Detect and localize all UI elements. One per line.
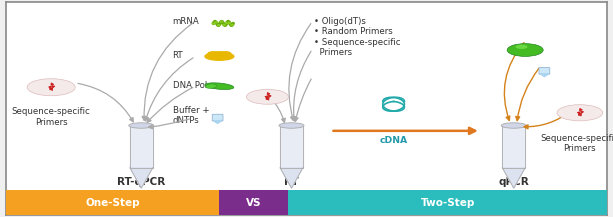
Polygon shape	[130, 168, 153, 188]
Text: RT-qPCR: RT-qPCR	[117, 177, 166, 187]
Circle shape	[223, 24, 226, 25]
Polygon shape	[130, 125, 153, 168]
Text: • Oligo(dT)s
• Random Primers
• Sequence-specific
  Primers: • Oligo(dT)s • Random Primers • Sequence…	[314, 17, 401, 57]
Text: DNA Pol: DNA Pol	[172, 81, 207, 90]
Ellipse shape	[205, 53, 234, 60]
Ellipse shape	[205, 83, 234, 89]
Text: RT: RT	[284, 177, 299, 187]
Circle shape	[246, 89, 289, 104]
Circle shape	[516, 45, 528, 49]
Circle shape	[218, 25, 220, 26]
Circle shape	[215, 22, 217, 23]
Circle shape	[212, 23, 215, 24]
Polygon shape	[280, 125, 303, 168]
Text: Sequence-specific
Primers: Sequence-specific Primers	[12, 107, 91, 127]
Ellipse shape	[129, 123, 154, 128]
Polygon shape	[213, 121, 222, 123]
Text: One-Step: One-Step	[85, 198, 140, 208]
Polygon shape	[502, 168, 525, 188]
Circle shape	[208, 52, 219, 56]
Text: Sequence-specific
Primers: Sequence-specific Primers	[541, 134, 613, 153]
Ellipse shape	[205, 84, 216, 89]
Circle shape	[220, 52, 231, 56]
Circle shape	[220, 21, 223, 22]
Polygon shape	[540, 74, 549, 77]
Text: RT: RT	[172, 51, 183, 60]
FancyBboxPatch shape	[212, 114, 223, 121]
Ellipse shape	[501, 123, 527, 128]
Polygon shape	[502, 125, 525, 168]
Bar	[6, 190, 219, 215]
Circle shape	[228, 22, 230, 23]
Circle shape	[27, 79, 75, 96]
Ellipse shape	[279, 123, 304, 128]
Text: cDNA: cDNA	[379, 136, 408, 145]
Text: qPCR: qPCR	[498, 177, 529, 187]
Text: mRNA: mRNA	[172, 17, 199, 26]
Bar	[289, 190, 607, 215]
Text: Buffer +
dNTPs: Buffer + dNTPs	[172, 106, 209, 125]
Text: Two-Step: Two-Step	[421, 198, 475, 208]
Polygon shape	[280, 168, 303, 188]
FancyBboxPatch shape	[539, 67, 550, 74]
Circle shape	[214, 52, 225, 56]
Circle shape	[557, 105, 603, 121]
Circle shape	[507, 44, 543, 56]
Bar	[219, 190, 289, 215]
Text: VS: VS	[246, 198, 262, 208]
